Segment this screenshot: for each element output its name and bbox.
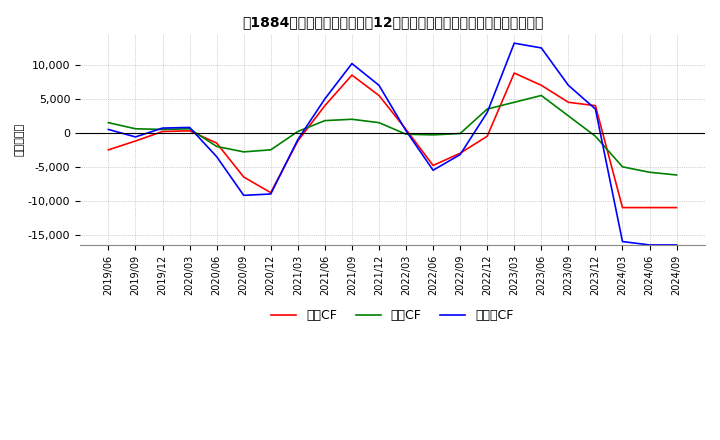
フリーCF <box>591 106 600 112</box>
営業CF <box>672 205 681 210</box>
投資CF <box>212 144 221 149</box>
投資CF <box>266 147 275 153</box>
投資CF <box>537 93 546 98</box>
投資CF <box>402 132 410 137</box>
投資CF <box>239 149 248 154</box>
営業CF <box>104 147 113 153</box>
フリーCF <box>185 125 194 130</box>
フリーCF <box>429 168 438 173</box>
営業CF <box>212 140 221 146</box>
営業CF <box>537 83 546 88</box>
投資CF <box>618 164 627 169</box>
フリーCF <box>374 83 383 88</box>
フリーCF <box>266 191 275 197</box>
投資CF <box>510 99 518 105</box>
フリーCF <box>645 242 654 248</box>
投資CF <box>564 113 572 118</box>
フリーCF <box>212 154 221 159</box>
営業CF <box>266 190 275 195</box>
フリーCF <box>456 152 464 157</box>
営業CF <box>510 70 518 76</box>
Title: 　1884　キャッシュフローの12か月移動合計の対前年同期増減額の推移: 1884 キャッシュフローの12か月移動合計の対前年同期増減額の推移 <box>242 15 543 29</box>
フリーCF <box>104 127 113 132</box>
フリーCF <box>537 45 546 51</box>
営業CF <box>591 103 600 108</box>
投資CF <box>456 131 464 136</box>
営業CF <box>374 93 383 98</box>
営業CF <box>294 138 302 143</box>
投資CF <box>104 120 113 125</box>
営業CF <box>564 99 572 105</box>
Y-axis label: （百万円）: （百万円） <box>15 123 25 156</box>
投資CF <box>294 129 302 134</box>
フリーCF <box>348 61 356 66</box>
営業CF <box>429 163 438 168</box>
営業CF <box>483 134 492 139</box>
営業CF <box>185 128 194 133</box>
営業CF <box>131 138 140 143</box>
営業CF <box>456 150 464 156</box>
営業CF <box>645 205 654 210</box>
フリーCF <box>294 137 302 142</box>
営業CF <box>348 73 356 78</box>
フリーCF <box>402 128 410 133</box>
投資CF <box>374 120 383 125</box>
投資CF <box>158 127 167 132</box>
投資CF <box>672 172 681 178</box>
営業CF <box>402 127 410 132</box>
フリーCF <box>483 110 492 115</box>
投資CF <box>483 106 492 112</box>
営業CF <box>158 129 167 134</box>
投資CF <box>320 118 329 123</box>
投資CF <box>591 134 600 139</box>
フリーCF <box>510 40 518 46</box>
Line: 営業CF: 営業CF <box>109 73 677 208</box>
営業CF <box>618 205 627 210</box>
フリーCF <box>320 96 329 102</box>
フリーCF <box>131 134 140 139</box>
営業CF <box>239 174 248 180</box>
フリーCF <box>564 83 572 88</box>
フリーCF <box>618 239 627 244</box>
投資CF <box>348 117 356 122</box>
投資CF <box>645 169 654 175</box>
Legend: 営業CF, 投資CF, フリーCF: 営業CF, 投資CF, フリーCF <box>266 304 519 327</box>
フリーCF <box>672 242 681 248</box>
Line: 投資CF: 投資CF <box>109 95 677 175</box>
営業CF <box>320 103 329 108</box>
フリーCF <box>158 125 167 131</box>
Line: フリーCF: フリーCF <box>109 43 677 245</box>
投資CF <box>429 132 438 138</box>
投資CF <box>185 126 194 132</box>
投資CF <box>131 126 140 132</box>
フリーCF <box>239 193 248 198</box>
